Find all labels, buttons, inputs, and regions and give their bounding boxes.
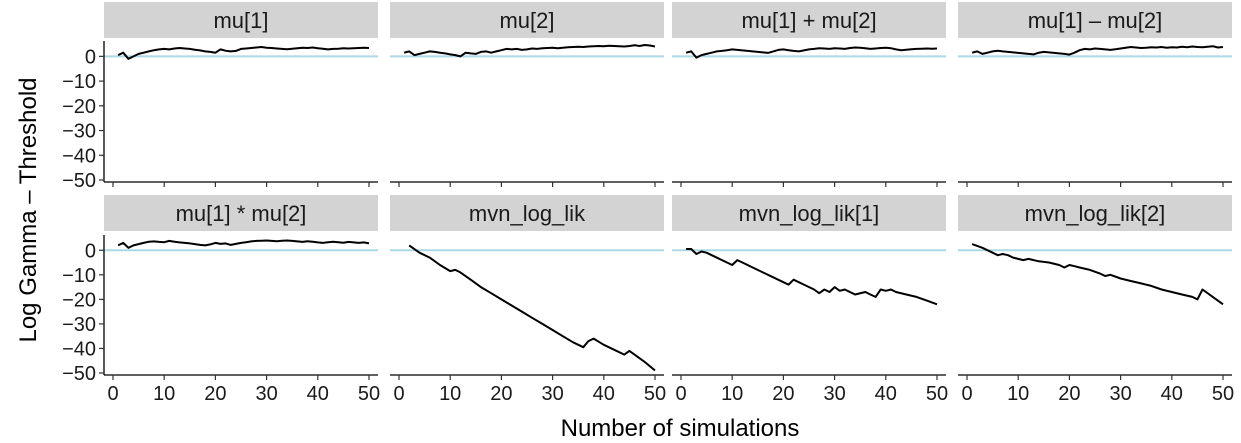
x-tick-label: 50: [926, 383, 948, 405]
x-tick-label: 40: [875, 383, 897, 405]
panel-title: mu[1] + mu[2]: [741, 8, 876, 33]
panel: mu[2]: [390, 2, 664, 187]
y-axis-title: Log Gamma – Threshold: [15, 77, 42, 342]
x-axis-title: Number of simulations: [561, 415, 800, 442]
y-tick-label: 0: [85, 240, 96, 262]
panel: mvn_log_lik[2] 0 10 20 30 40 50: [958, 195, 1234, 405]
y-tick-label: −40: [62, 145, 96, 167]
panel-title: mvn_log_lik: [469, 201, 586, 226]
x-tick-label: 0: [675, 383, 686, 405]
series-line: [972, 46, 1223, 54]
panel-title: mvn_log_lik[2]: [1025, 201, 1166, 226]
x-tick-label: 10: [721, 383, 743, 405]
x-tick-label: 0: [393, 383, 404, 405]
y-tick-label: −30: [62, 121, 96, 143]
y-tick-label: −50: [62, 363, 96, 385]
series-line: [686, 249, 937, 304]
x-tick-label: 40: [593, 383, 615, 405]
series-line: [972, 244, 1223, 304]
panel: mu[1] * mu[2] 0 −10−20 −30−40 −50 0 10 20 30 40 50: [62, 195, 380, 405]
panel-title: mvn_log_lik[1]: [739, 201, 880, 226]
series-line: [409, 245, 655, 370]
x-tick-label: 30: [1109, 383, 1131, 405]
x-tick-label: 20: [204, 383, 226, 405]
panel: mvn_log_lik[1] 0 10 20 30 40 50: [672, 195, 948, 405]
y-tick-label: −30: [62, 314, 96, 336]
x-tick-label: 30: [255, 383, 277, 405]
x-tick-label: 50: [644, 383, 666, 405]
panel: mvn_log_lik 0 10 20 30 40 50: [390, 195, 666, 405]
y-tick-label: −50: [62, 170, 96, 192]
x-tick-label: 50: [1212, 383, 1234, 405]
x-tick-label: 40: [1161, 383, 1183, 405]
x-tick-label: 0: [107, 383, 118, 405]
x-tick-label: 20: [772, 383, 794, 405]
x-tick-label: 20: [1058, 383, 1080, 405]
x-tick-label: 10: [1007, 383, 1029, 405]
panel-title: mu[1] * mu[2]: [176, 201, 307, 226]
series-line: [118, 241, 369, 248]
series-line: [404, 45, 655, 56]
x-tick-label: 10: [153, 383, 175, 405]
panel-title: mu[1] – mu[2]: [1028, 8, 1163, 33]
y-tick-label: 0: [85, 46, 96, 68]
panel: mu[1] + mu[2]: [672, 2, 946, 187]
panel: mu[1] – mu[2]: [958, 2, 1232, 187]
y-tick-label: −10: [62, 71, 96, 93]
x-tick-label: 50: [358, 383, 380, 405]
x-tick-label: 0: [961, 383, 972, 405]
x-tick-label: 30: [541, 383, 563, 405]
panel-title: mu[1]: [213, 8, 268, 33]
y-tick-label: −40: [62, 338, 96, 360]
x-tick-label: 10: [439, 383, 461, 405]
x-tick-label: 30: [823, 383, 845, 405]
y-tick-label: −20: [62, 289, 96, 311]
panel: mu[1] 0 −10 −20 −30−40 −50: [62, 2, 378, 192]
panel-title: mu[2]: [499, 8, 554, 33]
y-tick-label: −10: [62, 265, 96, 287]
x-tick-label: 20: [490, 383, 512, 405]
y-tick-label: −20: [62, 96, 96, 118]
x-tick-label: 40: [307, 383, 329, 405]
